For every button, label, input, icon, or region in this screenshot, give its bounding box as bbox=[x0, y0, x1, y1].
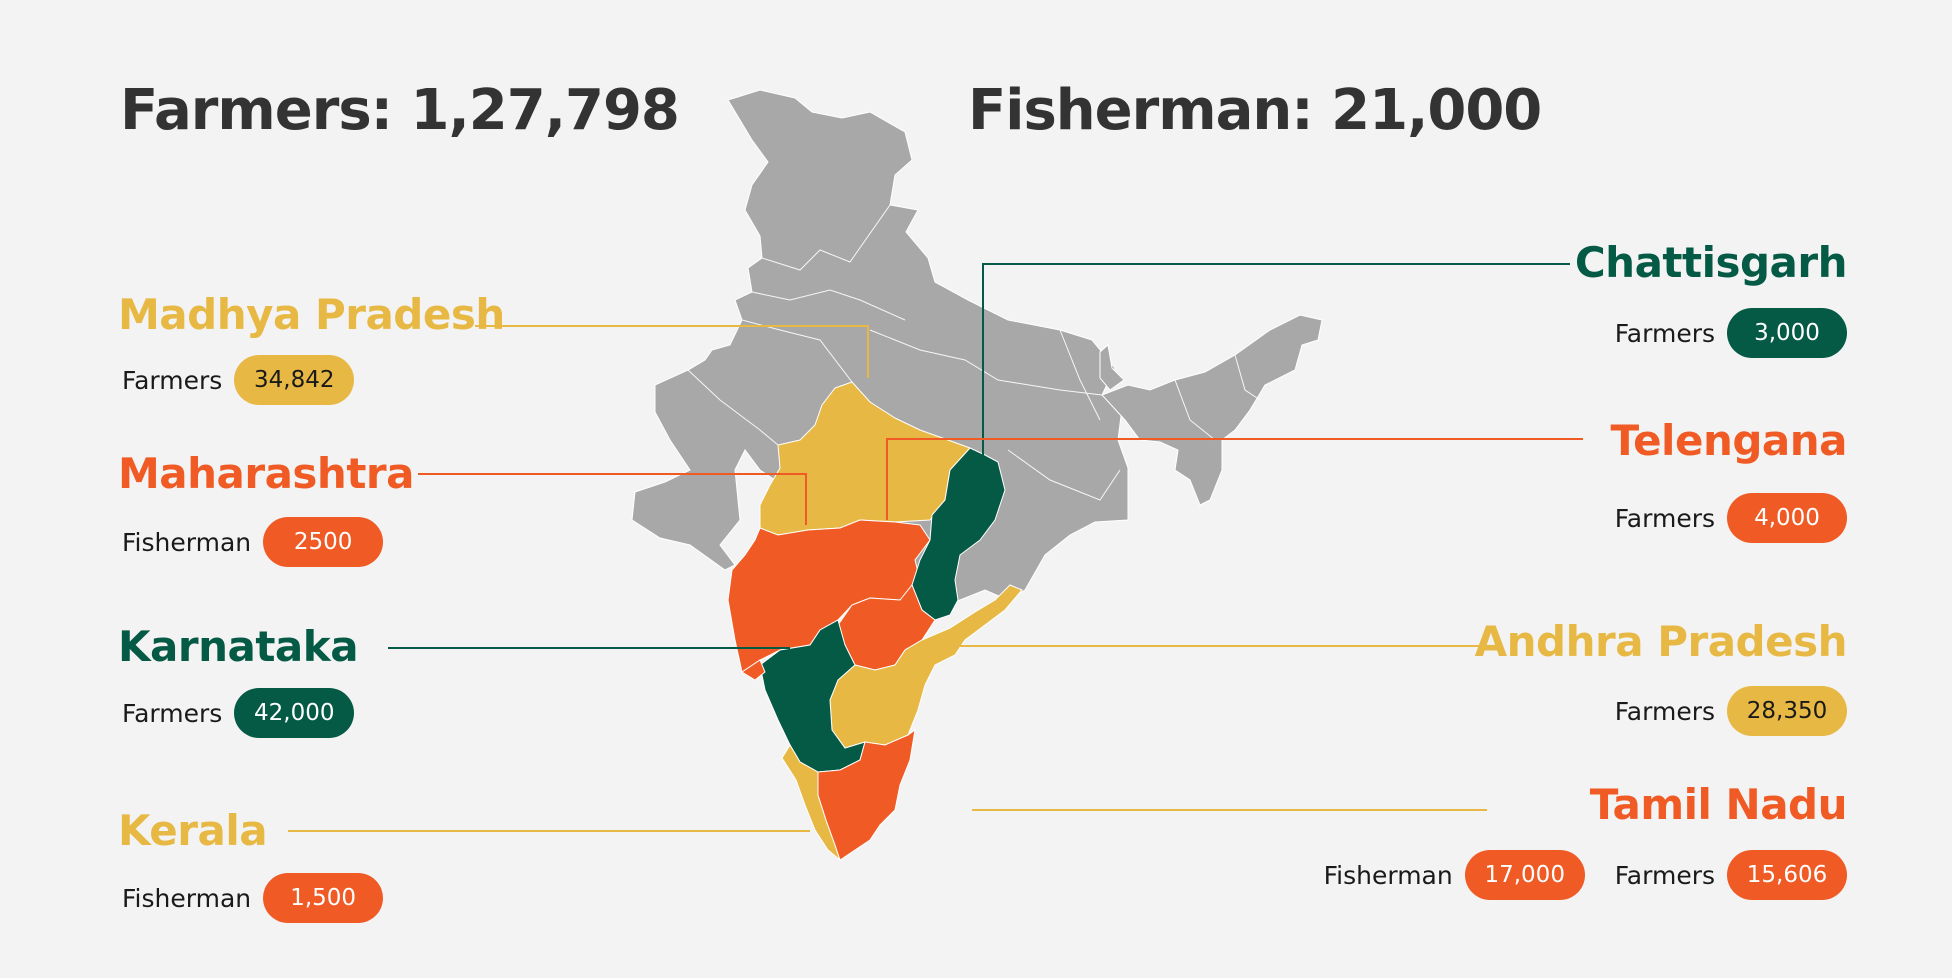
total-fisherman: Fisherman: 21,000 bbox=[968, 78, 1542, 143]
stat-label: Fisherman bbox=[122, 527, 252, 557]
stat-label: Farmers bbox=[1614, 318, 1715, 348]
value-badge: 42,000 bbox=[234, 688, 355, 738]
map-state-goa bbox=[741, 659, 766, 681]
state-name-chattisgarh: Chattisgarh bbox=[1574, 238, 1848, 287]
value-badge: 2500 bbox=[263, 517, 384, 567]
stat-label: Farmers bbox=[1614, 696, 1715, 726]
state-name-tamil-nadu: Tamil Nadu bbox=[1589, 780, 1848, 829]
stat-telengana: Farmers 4,000 bbox=[1615, 493, 1847, 543]
state-name-andhra-pradesh: Andhra Pradesh bbox=[1474, 617, 1848, 666]
map-region-northeast bbox=[1101, 314, 1323, 506]
stat-andhra-pradesh: Farmers 28,350 bbox=[1615, 686, 1847, 736]
value-badge: 1,500 bbox=[263, 873, 384, 923]
value-badge-fisherman: 17,000 bbox=[1464, 850, 1585, 900]
leader-lines bbox=[288, 263, 1583, 832]
value-badge: 28,350 bbox=[1727, 686, 1847, 736]
stat-maharashtra: Fisherman 2500 bbox=[122, 517, 384, 567]
map-state-tamil-nadu bbox=[817, 728, 916, 861]
map-state-chhattisgarh bbox=[911, 447, 1006, 621]
stat-tamil-nadu: Fisherman 17,000 Farmers 15,606 bbox=[1324, 850, 1847, 900]
stat-madhya-pradesh: Farmers 34,842 bbox=[122, 355, 355, 405]
state-name-karnataka: Karnataka bbox=[118, 622, 359, 671]
state-name-madhya-pradesh: Madhya Pradesh bbox=[118, 290, 505, 339]
stat-kerala: Fisherman 1,500 bbox=[122, 873, 384, 923]
value-badge: 3,000 bbox=[1727, 308, 1847, 358]
stat-karnataka: Farmers 42,000 bbox=[122, 688, 355, 738]
leader-madhya-pradesh bbox=[475, 325, 869, 378]
value-badge: 4,000 bbox=[1727, 493, 1847, 543]
stat-label: Fisherman bbox=[122, 883, 252, 913]
map-borders bbox=[687, 204, 1261, 501]
map-region-east-stub bbox=[1099, 344, 1125, 391]
state-name-maharashtra: Maharashtra bbox=[118, 449, 414, 498]
map-state-karnataka bbox=[759, 619, 866, 773]
stat-chattisgarh: Farmers 3,000 bbox=[1615, 308, 1847, 358]
leader-maharashtra bbox=[418, 473, 807, 525]
stat-label-farmers: Farmers bbox=[1614, 860, 1715, 890]
leader-telengana bbox=[886, 438, 1583, 520]
stat-label: Farmers bbox=[1614, 503, 1715, 533]
state-name-telengana: Telengana bbox=[1610, 416, 1848, 465]
stat-label: Farmers bbox=[122, 365, 223, 395]
value-badge: 34,842 bbox=[234, 355, 355, 405]
value-badge-farmers: 15,606 bbox=[1727, 850, 1847, 900]
stat-label: Farmers bbox=[122, 698, 223, 728]
state-name-kerala: Kerala bbox=[118, 806, 268, 855]
leader-chattisgarh bbox=[982, 263, 1570, 458]
total-farmers: Farmers: 1,27,798 bbox=[120, 78, 680, 143]
stat-label-fisherman: Fisherman bbox=[1323, 860, 1453, 890]
